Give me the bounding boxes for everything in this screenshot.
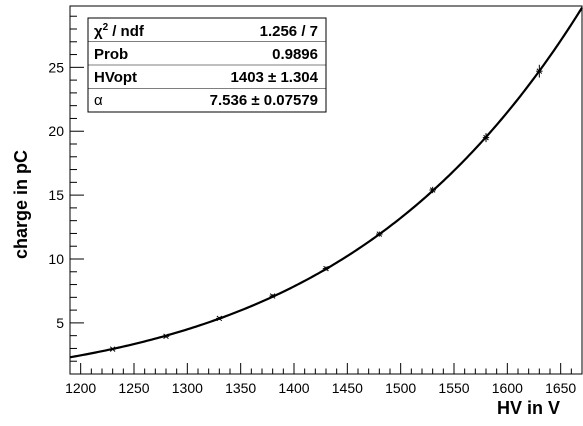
x-tick-label: 1550 [438,380,469,396]
y-axis-ticks [70,15,84,375]
data-point [216,315,223,322]
x-tick-label: 1650 [545,380,576,396]
data-point [429,186,436,194]
data-point [482,133,490,143]
x-tick-label: 1600 [492,380,523,396]
stats-value-hvopt: 1403 ± 1.304 [231,69,319,86]
x-tick-label: 1300 [172,380,203,396]
y-tick-label: 15 [48,187,64,203]
stats-label-hvopt: HVopt [94,69,137,86]
stats-value-prob: 0.9896 [272,46,318,63]
fit-stats-box: χ2/ ndf 1.256 / 7 Prob 0.9896 HVopt 1403… [87,17,327,113]
x-tick-label: 1250 [118,380,149,396]
x-tick-label: 1500 [385,380,416,396]
y-axis-title: charge in pC [11,150,31,259]
data-point [162,333,170,340]
point-marker-stroke [376,231,383,237]
data-point [109,346,116,352]
y-tick-label: 5 [56,315,64,331]
chi-symbol: χ [94,23,103,40]
point-marker-stroke [109,346,116,352]
data-point [536,64,543,78]
point-marker-stroke [323,265,329,272]
data-point [322,265,330,272]
point-marker-stroke [163,333,169,340]
x-axis-title: HV in V [497,398,560,418]
stats-label-chi2: χ2/ ndf [94,22,145,40]
stats-value-alpha: 7.536 ± 0.07579 [210,92,318,109]
point-marker-stroke [429,187,436,193]
y-tick-label: 10 [48,251,64,267]
x-tick-label: 1450 [332,380,363,396]
x-axis-tick-labels: 1200 1250 1300 1350 1400 1450 1500 1550 1600 1650 [65,380,576,396]
y-axis-tick-labels: 5 10 15 20 25 [48,59,64,331]
data-point [269,293,276,299]
x-axis-ticks [69,363,583,374]
x-tick-label: 1400 [278,380,309,396]
x-tick-label: 1350 [225,380,256,396]
point-marker-stroke [269,293,276,299]
x-tick-label: 1200 [65,380,96,396]
stats-label-alpha: α [94,92,103,109]
y-tick-label: 20 [48,123,64,139]
data-points-layer [109,64,543,352]
stats-value-chi2: 1.256 / 7 [260,23,318,40]
stats-label-prob: Prob [94,46,128,63]
superscript-two: 2 [103,22,109,33]
stats-label-chi2-text: / ndf [112,23,145,40]
point-marker-stroke [483,134,489,141]
point-marker-stroke [536,68,543,74]
point-marker-stroke [216,315,223,322]
y-tick-label: 25 [48,59,64,75]
data-point [376,231,383,237]
